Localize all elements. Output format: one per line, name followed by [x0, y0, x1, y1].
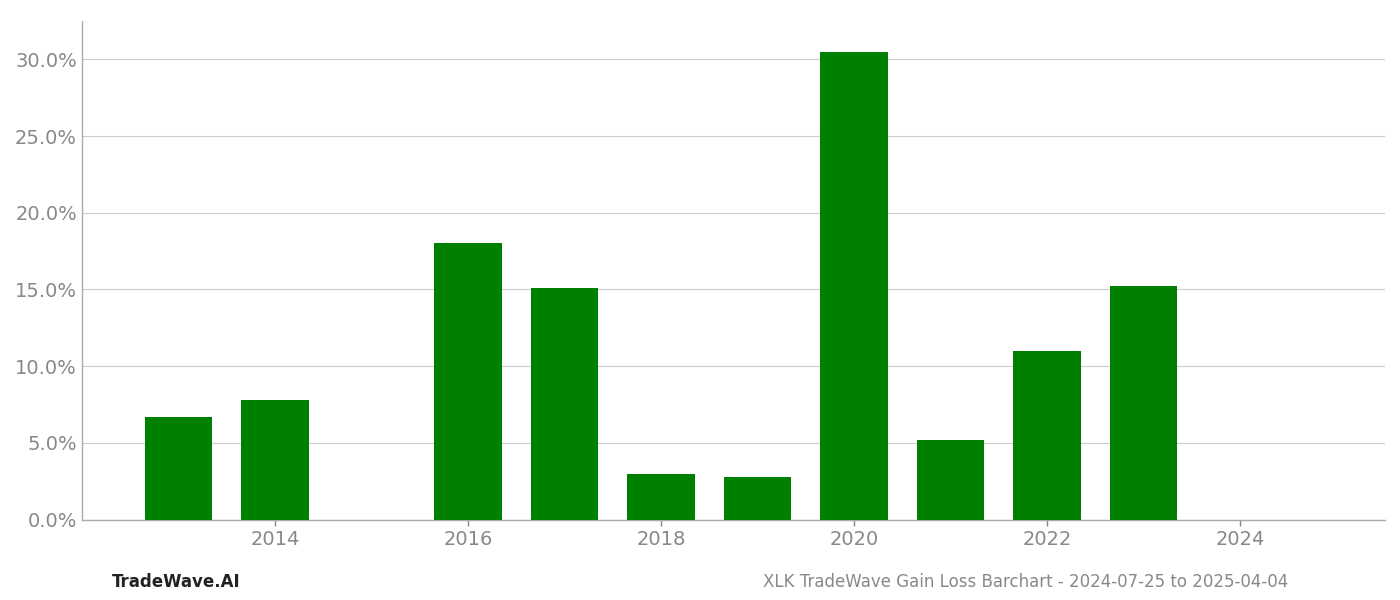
Text: TradeWave.AI: TradeWave.AI — [112, 573, 241, 591]
Bar — [531, 288, 598, 520]
Bar — [241, 400, 309, 520]
Bar — [144, 417, 213, 520]
Bar — [917, 440, 984, 520]
Bar — [627, 473, 694, 520]
Bar — [724, 476, 791, 520]
Bar — [434, 244, 501, 520]
Bar — [1014, 351, 1081, 520]
Bar — [1110, 286, 1177, 520]
Bar — [820, 52, 888, 520]
Text: XLK TradeWave Gain Loss Barchart - 2024-07-25 to 2025-04-04: XLK TradeWave Gain Loss Barchart - 2024-… — [763, 573, 1288, 591]
